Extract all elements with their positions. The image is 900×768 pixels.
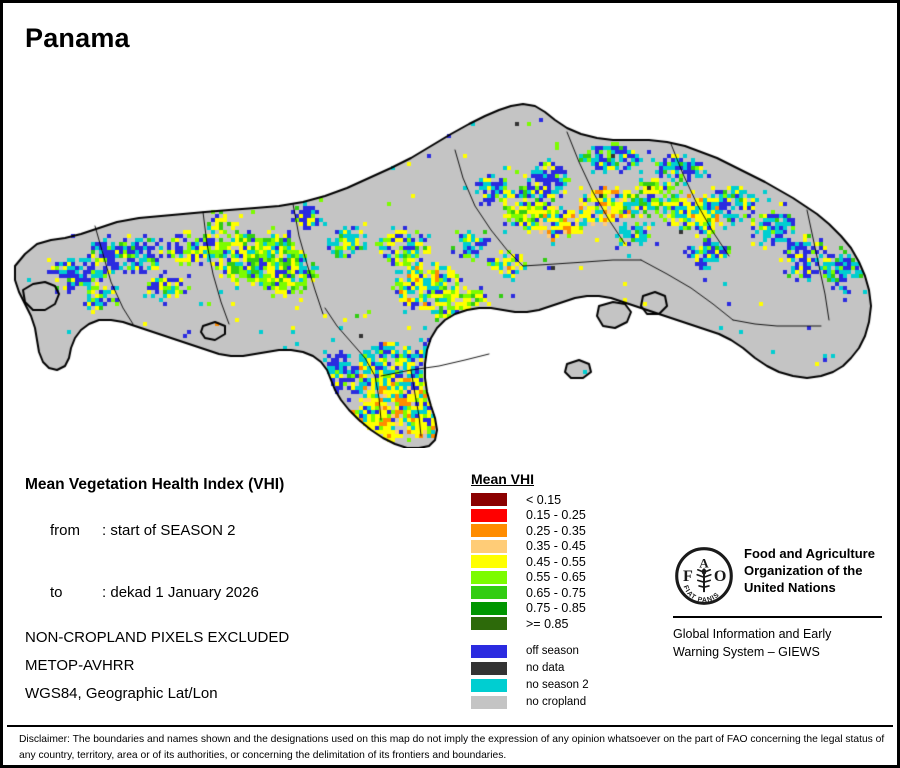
giews-subtitle: Global Information and Early Warning Sys… [673,626,888,661]
fao-name-line-3: United Nations [744,580,836,596]
legend: Mean VHI < 0.15 0.15 - 0.25 0.25 - 0.35 0.3… [471,471,651,711]
legend-row: 0.15 - 0.25 [471,508,651,524]
info-from-key: from [50,522,81,539]
legend-row: 0.55 - 0.65 [471,570,651,586]
legend-swatch [471,644,507,658]
legend-row: 0.25 - 0.35 [471,523,651,539]
legend-label: >= 0.85 [526,616,569,631]
fao-name-line-2: Organization of the [744,563,863,579]
legend-swatch [471,524,507,538]
fao-organization-name: Food and Agriculture Organization of the… [744,545,875,596]
legend-label: no data [526,662,565,674]
legend-row: 0.75 - 0.85 [471,601,651,617]
legend-label: 0.25 - 0.35 [526,523,586,538]
map-canvas[interactable] [7,58,897,448]
legend-label: 0.55 - 0.65 [526,570,586,585]
info-row-to: to : dekad 1 January 2026 [25,567,455,618]
svg-text:F: F [683,568,693,585]
legend-label: 0.15 - 0.25 [526,508,586,523]
fao-logo-icon: F A O FIAT PANIS [675,547,733,605]
vhi-map[interactable] [7,58,897,448]
info-sensor: METOP-AVHRR [25,657,135,674]
legend-swatch [471,695,507,709]
legend-row: no season 2 [471,677,651,694]
info-to-key: to [50,584,63,601]
giews-line-2: Warning System – GIEWS [673,644,820,659]
legend-swatch [471,586,507,600]
legend-swatch [471,539,507,553]
fao-divider [673,616,882,618]
legend-label: 0.65 - 0.75 [526,585,586,600]
legend-swatch [471,508,507,522]
legend-swatch [471,617,507,631]
disclaimer-text: Disclaimer: The boundaries and names sho… [19,734,885,761]
map-info-block: Mean Vegetation Health Index (VHI) from:… [25,476,455,713]
disclaimer-divider [7,725,893,727]
info-cropland-note: NON-CROPLAND PIXELS EXCLUDED [25,629,290,646]
legend-title: Mean VHI [471,471,535,487]
legend-label: off season [526,645,579,657]
svg-text:O: O [714,568,727,585]
legend-swatch [471,493,507,507]
legend-row: no cropland [471,694,651,711]
legend-swatch [471,661,507,675]
legend-label: no season 2 [526,679,589,691]
info-row-from: from : start of SEASON 2 [25,505,455,556]
legend-label: no cropland [526,696,587,708]
info-heading: Mean Vegetation Health Index (VHI) [25,476,285,493]
legend-row: off season [471,643,651,660]
legend-label: 0.35 - 0.45 [526,539,586,554]
svg-text:A: A [699,555,709,570]
legend-row: 0.65 - 0.75 [471,585,651,601]
fao-name-line-1: Food and Agriculture [744,546,875,561]
legend-class-list: < 0.15 0.15 - 0.25 0.25 - 0.35 0.35 - 0.45 0… [471,492,651,632]
page-title: Panama [25,23,130,53]
legend-label: 0.45 - 0.55 [526,554,586,569]
legend-row: >= 0.85 [471,616,651,632]
info-projection: WGS84, Geographic Lat/Lon [25,685,218,702]
legend-extra-list: off season no data no season 2 no cropland [471,643,651,711]
legend-swatch [471,555,507,569]
info-from-value: : start of SEASON 2 [102,522,236,539]
legend-swatch [471,570,507,584]
legend-row: 0.45 - 0.55 [471,554,651,570]
legend-swatch [471,601,507,615]
legend-row: no data [471,660,651,677]
giews-line-1: Global Information and Early [673,627,832,641]
legend-swatch [471,678,507,692]
legend-row: 0.35 - 0.45 [471,539,651,555]
info-to-value: : dekad 1 January 2026 [102,584,259,601]
legend-label: < 0.15 [526,492,562,507]
fao-branding: F A O FIAT PANIS Food and Agriculture Or… [673,545,888,661]
legend-row: < 0.15 [471,492,651,508]
legend-label: 0.75 - 0.85 [526,601,586,616]
